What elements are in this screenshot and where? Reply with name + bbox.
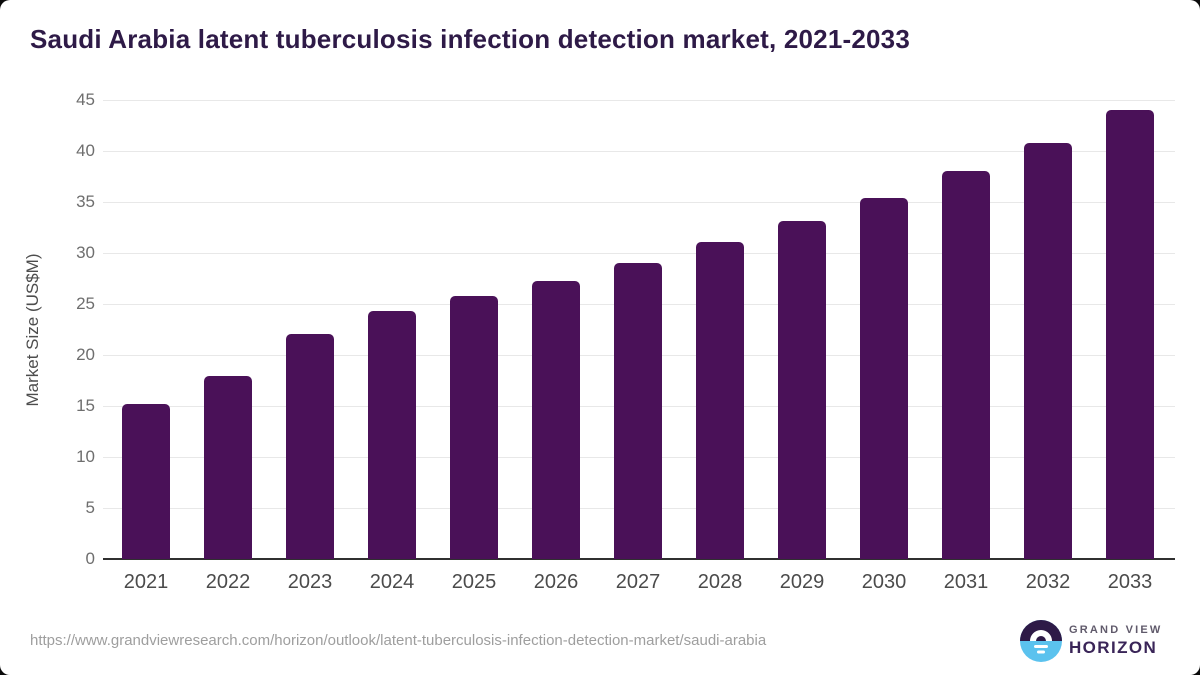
- x-tick-label-2027: 2027: [615, 571, 661, 593]
- bar-2022: [204, 376, 252, 559]
- gridline-35: [103, 202, 1175, 203]
- y-tick-label-40: 40: [76, 141, 95, 160]
- logo-icon: [1020, 620, 1062, 662]
- x-tick-label-2030: 2030: [861, 571, 907, 593]
- logo-brand-line2: HORIZON: [1069, 638, 1158, 657]
- x-tick-label-2021: 2021: [123, 571, 169, 593]
- y-tick-label-35: 35: [76, 192, 95, 211]
- x-tick-label-2023: 2023: [287, 571, 333, 593]
- bar-2025: [450, 296, 498, 559]
- bar-2033: [1106, 110, 1154, 559]
- y-tick-label-10: 10: [76, 447, 95, 466]
- y-tick-label-25: 25: [76, 294, 95, 313]
- y-tick-label-5: 5: [85, 498, 95, 517]
- y-tick-label-45: 45: [76, 90, 95, 109]
- x-tick-label-2031: 2031: [943, 571, 989, 593]
- x-tick-label-2032: 2032: [1025, 571, 1071, 593]
- bar-2029: [778, 221, 826, 559]
- bar-2026: [532, 281, 580, 559]
- gridline-30: [103, 253, 1175, 254]
- y-tick-label-0: 0: [85, 549, 95, 568]
- bar-2031: [942, 171, 990, 559]
- x-tick-label-2029: 2029: [779, 571, 825, 593]
- gridline-45: [103, 100, 1175, 101]
- logo-text: GRAND VIEW HORIZON: [1069, 624, 1163, 658]
- x-tick-label-2025: 2025: [451, 571, 497, 593]
- logo-brand-line1: GRAND VIEW: [1069, 624, 1163, 636]
- bar-2021: [122, 404, 170, 559]
- source-url: https://www.grandviewresearch.com/horizo…: [30, 632, 767, 649]
- y-tick-label-20: 20: [76, 345, 95, 364]
- x-tick-label-2028: 2028: [697, 571, 743, 593]
- bar-2030: [860, 198, 908, 559]
- gridline-40: [103, 151, 1175, 152]
- bar-2023: [286, 334, 334, 559]
- y-tick-label-15: 15: [76, 396, 95, 415]
- bar-2027: [614, 263, 662, 559]
- grand-view-horizon-logo: GRAND VIEW HORIZON: [1020, 620, 1163, 662]
- x-tick-label-2026: 2026: [533, 571, 579, 593]
- x-tick-label-2024: 2024: [369, 571, 415, 593]
- bar-2028: [696, 242, 744, 559]
- bar-2032: [1024, 143, 1072, 559]
- x-tick-label-2022: 2022: [205, 571, 251, 593]
- x-tick-label-2033: 2033: [1107, 571, 1153, 593]
- y-tick-label-30: 30: [76, 243, 95, 262]
- chart-title: Saudi Arabia latent tuberculosis infecti…: [30, 24, 910, 54]
- gridline-0: [103, 558, 1175, 560]
- bar-2024: [368, 311, 416, 559]
